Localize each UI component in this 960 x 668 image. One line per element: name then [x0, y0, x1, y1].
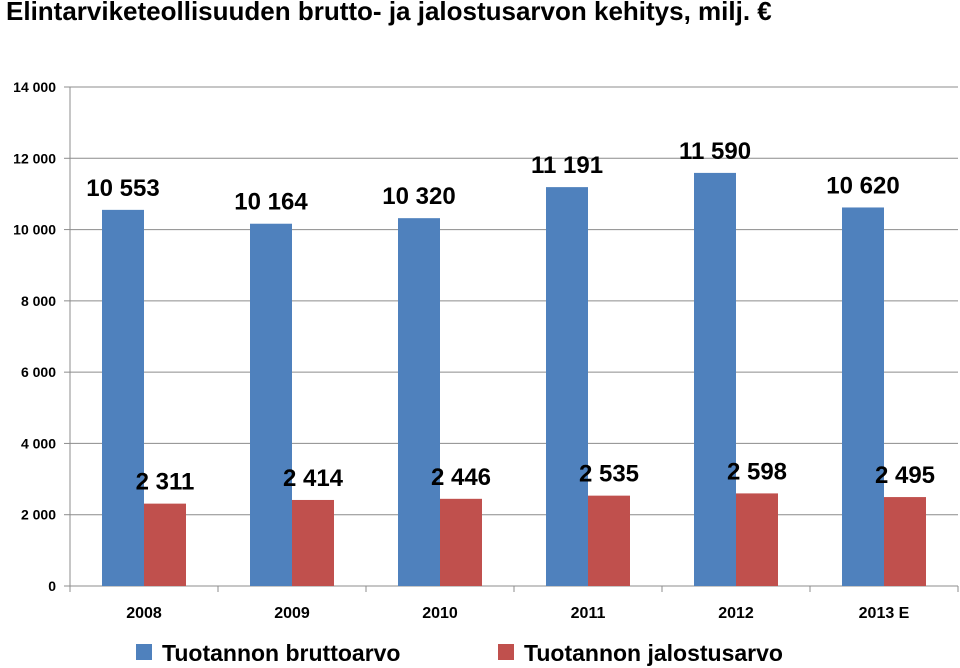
x-tick-label: 2009: [274, 605, 310, 622]
data-label-jalostusarvo: 2 495: [875, 462, 935, 489]
bar-bruttoarvo: [546, 187, 588, 586]
bar-jalostusarvo: [884, 497, 926, 586]
y-tick-label: 0: [48, 578, 56, 594]
bars: [102, 172, 926, 587]
x-tick-label: 2011: [571, 605, 606, 622]
legend-label: Tuotannon jalostusarvo: [524, 640, 783, 666]
data-label-jalostusarvo: 2 598: [727, 458, 787, 485]
x-tick-label: 2013 E: [859, 605, 910, 622]
y-tick-label: 4 000: [21, 435, 56, 451]
bar-jalostusarvo: [736, 493, 778, 586]
data-label-bruttoarvo: 10 553: [86, 175, 159, 202]
bar-bruttoarvo: [250, 223, 292, 586]
x-tick-label: 2012: [718, 605, 754, 622]
y-tick-label: 2 000: [21, 507, 56, 523]
axes: 0 2 000 4 000 6 000 8 000 10 000 12 000 14 000 2…: [13, 79, 959, 622]
data-label-jalostusarvo: 2 311: [136, 469, 195, 496]
bar-jalostusarvo: [440, 498, 482, 586]
y-tick-label: 6 000: [21, 364, 56, 380]
data-label-bruttoarvo: 10 620: [826, 172, 899, 199]
data-label-bruttoarvo: 11 191: [531, 152, 603, 179]
data-labels: 10 553 10 164 10 320 11 191 11 590 10 620 2 31…: [86, 138, 935, 496]
legend: Tuotannon bruttoarvo Tuotannon jalostusar…: [136, 640, 783, 666]
bar-bruttoarvo: [842, 207, 884, 587]
chart-title: Elintarviketeollisuuden brutto- ja jalos…: [6, 0, 772, 26]
legend-swatch: [498, 644, 514, 660]
gridlines: [70, 86, 958, 516]
x-tick-label: 2010: [422, 605, 458, 622]
data-label-jalostusarvo: 2 535: [579, 461, 639, 488]
y-tick-label: 10 000: [13, 222, 56, 238]
legend-label: Tuotannon bruttoarvo: [162, 640, 400, 666]
data-label-bruttoarvo: 10 320: [382, 183, 455, 210]
y-tick-label: 8 000: [21, 293, 56, 309]
x-tick-label: 2008: [126, 605, 162, 622]
data-label-bruttoarvo: 10 164: [234, 189, 308, 216]
bar-bruttoarvo: [694, 172, 736, 586]
data-label-jalostusarvo: 2 414: [283, 465, 344, 492]
bar-jalostusarvo: [144, 503, 186, 586]
y-tick-label: 14 000: [13, 79, 56, 95]
bar-jalostusarvo: [292, 499, 334, 586]
y-tick-label: 12 000: [13, 150, 56, 166]
bar-jalostusarvo: [588, 495, 630, 586]
data-label-bruttoarvo: 11 590: [679, 138, 751, 165]
data-label-jalostusarvo: 2 446: [431, 464, 491, 491]
legend-swatch: [136, 644, 152, 660]
bar-bruttoarvo: [398, 218, 440, 586]
bar-bruttoarvo: [102, 209, 144, 586]
